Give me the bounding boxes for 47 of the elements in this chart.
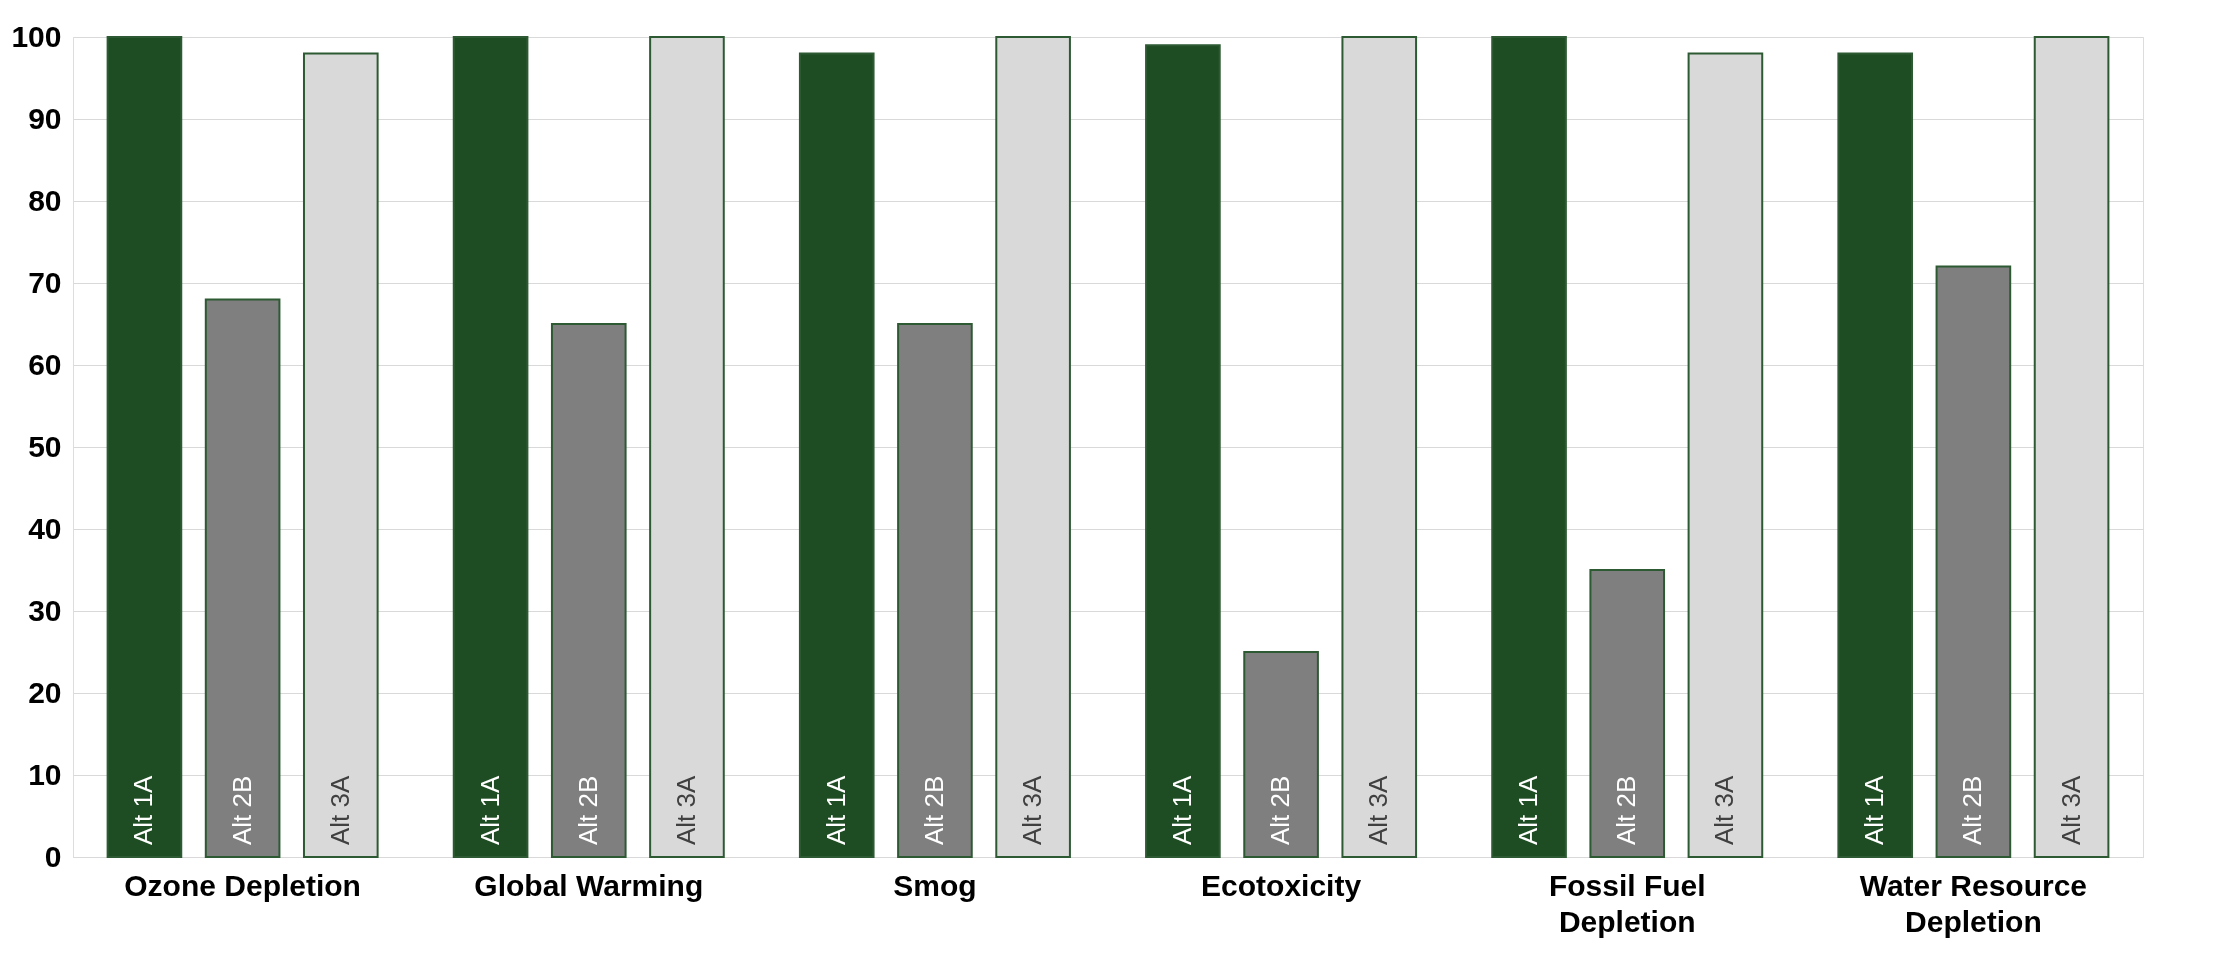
text: Alt 3A <box>1709 775 1740 845</box>
bar <box>106 36 183 858</box>
bar <box>1935 265 2012 858</box>
x-tick-label: Ozone Depletion <box>124 868 361 902</box>
bar <box>550 323 627 858</box>
text: Alt 1A <box>1859 775 1890 845</box>
bar <box>1589 569 1666 858</box>
y-tick-label: 90 <box>28 101 62 135</box>
y-tick-label: 10 <box>28 757 62 791</box>
bar <box>798 52 875 858</box>
x-tick-label: Ecotoxicity <box>1201 868 1362 902</box>
bar <box>1491 36 1567 858</box>
text: Alt 3A <box>670 775 701 845</box>
x-tick-label: Water Resource Depletion <box>1859 868 2088 938</box>
bar <box>1837 52 1914 858</box>
y-tick-label: 30 <box>28 593 62 627</box>
y-tick-label: 100 <box>11 19 62 53</box>
bar <box>1243 651 1319 858</box>
series-label: Alt 1A <box>128 774 159 845</box>
text: Alt 2B <box>572 775 603 845</box>
y-tick-label: 70 <box>28 265 62 299</box>
text: Alt 3A <box>2055 775 2086 845</box>
text: Alt 1A <box>1166 775 1197 845</box>
text: Alt 1A <box>474 775 505 845</box>
series-label: Alt 2B <box>226 775 257 845</box>
y-tick-label: 80 <box>28 183 62 217</box>
bar <box>204 298 281 858</box>
x-tick-label: Fossil Fuel Depletion <box>1548 868 1706 938</box>
series-label: Alt 3A <box>324 774 355 845</box>
text: Alt 2B <box>1265 775 1296 845</box>
y-tick-label: 60 <box>28 347 62 381</box>
y-tick-label: 0 <box>44 839 62 873</box>
text: Alt 1A <box>1513 775 1544 845</box>
text: Alt 3A <box>1017 775 1048 845</box>
y-tick-label: 40 <box>28 511 62 545</box>
text: Alt 2B <box>1957 775 1988 845</box>
bar <box>1145 44 1221 858</box>
text: Alt 2B <box>918 775 949 845</box>
bar <box>452 36 529 858</box>
y-tick-label: 50 <box>28 429 62 463</box>
text: Alt 2B <box>1611 775 1642 845</box>
y-tick-label: 20 <box>28 675 62 709</box>
bar <box>897 323 973 858</box>
x-tick-label: Global Warming <box>474 868 704 902</box>
x-tick-label: Smog <box>893 868 977 902</box>
text: Alt 1A <box>820 775 851 845</box>
text: Alt 3A <box>1363 775 1394 845</box>
